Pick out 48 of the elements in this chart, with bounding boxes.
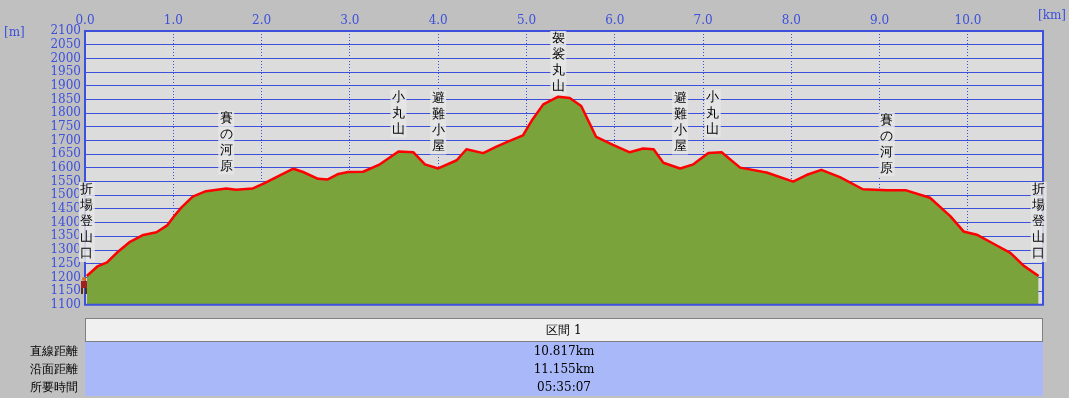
y-tick-label: 1550 (50, 173, 81, 188)
annotation: 賽の河原 (880, 111, 894, 175)
y-axis-title: [m] (4, 25, 25, 40)
annotation: 避難小屋 (673, 89, 687, 153)
y-tick-label: 1850 (50, 91, 81, 106)
x-tick-label: 6.0 (605, 12, 625, 27)
y-tick-label: 2050 (50, 36, 81, 51)
annotation: 賽の河原 (219, 109, 233, 173)
annotation: 折場登山口 (1031, 181, 1046, 261)
annotation: 折場登山口 (79, 181, 94, 261)
y-tick-label: 1650 (50, 146, 81, 161)
x-tick-label: 10.0 (954, 12, 982, 27)
y-tick-label: 2000 (50, 50, 81, 65)
y-tick-label: 1250 (50, 255, 81, 270)
text: 沿面距離 (29, 361, 78, 378)
x-tick-label: 8.0 (781, 12, 801, 27)
y-tick-label: 1150 (50, 283, 81, 298)
annotation: 袈裟丸山 (551, 30, 565, 94)
y-tick-label: 1600 (50, 160, 81, 175)
y-tick-label: 1350 (50, 228, 81, 243)
x-tick-label: 4.0 (428, 12, 448, 27)
x-tick-label: 3.0 (340, 12, 360, 27)
x-tick-label: 1.0 (163, 12, 183, 27)
text: 11.155km (85, 360, 1043, 378)
x-axis-title: [km] (1037, 8, 1066, 23)
text: 所要時間 (29, 379, 78, 396)
text: 10.817km (85, 342, 1043, 360)
annotation: 小丸山 (391, 88, 405, 136)
text: 直線距離 (29, 343, 78, 360)
y-tick-label: 1300 (50, 242, 81, 257)
y-tick-label: 1900 (50, 77, 81, 92)
y-tick-label: 1700 (50, 132, 81, 147)
y-tick-label: 1100 (50, 296, 81, 311)
annotation: 避難小屋 (431, 89, 445, 153)
x-tick-label: 9.0 (870, 12, 890, 27)
y-tick-label: 1400 (50, 214, 81, 229)
annotation: 小丸山 (706, 88, 720, 136)
y-tick-label: 1450 (50, 201, 81, 216)
x-tick-label: 2.0 (252, 12, 272, 27)
y-tick-label: 1800 (50, 105, 81, 120)
text: 区間 1 (85, 318, 1043, 342)
x-tick-label: 7.0 (693, 12, 713, 27)
x-tick-label: 5.0 (516, 12, 537, 27)
y-tick-label: 1750 (50, 118, 81, 133)
y-tick-label: 1200 (50, 269, 81, 284)
y-tick-label: 1500 (50, 187, 81, 202)
y-tick-label: 1950 (50, 64, 81, 79)
text: 05:35:07 (85, 378, 1043, 396)
